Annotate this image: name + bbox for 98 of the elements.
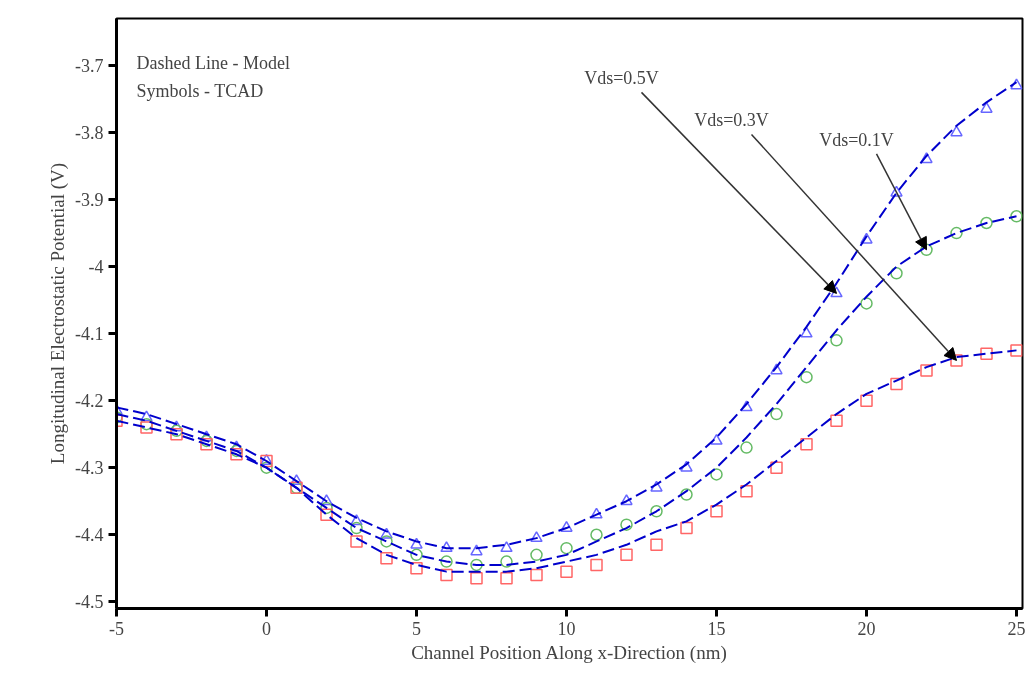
point	[620, 518, 633, 531]
point	[830, 286, 843, 298]
point	[530, 568, 543, 582]
point	[440, 541, 453, 553]
point	[350, 535, 363, 548]
point	[500, 572, 513, 585]
point	[980, 347, 993, 360]
point	[950, 354, 963, 367]
annotation: Symbols - TCAD	[136, 80, 264, 101]
point	[770, 461, 783, 474]
y-axis-title: Longitudinal Electrostatic Potential (V)	[47, 162, 70, 465]
point	[560, 565, 573, 578]
point	[560, 520, 573, 532]
point	[440, 568, 453, 582]
point	[410, 562, 423, 575]
point	[560, 541, 573, 555]
point	[320, 508, 333, 521]
point	[260, 461, 273, 474]
point	[890, 377, 903, 391]
point	[830, 334, 843, 347]
point	[530, 548, 543, 562]
point	[800, 437, 813, 451]
point	[320, 494, 333, 506]
y-tick-label: -4.4	[75, 525, 104, 546]
point	[710, 433, 723, 445]
point	[350, 521, 363, 535]
point	[470, 558, 483, 572]
point	[800, 326, 813, 338]
point	[410, 548, 423, 562]
point	[680, 488, 693, 501]
y-tick-label: -4.5	[75, 592, 104, 613]
y-tick-label: -4.3	[75, 458, 104, 479]
x-tick-label: 0	[262, 618, 271, 639]
point	[860, 297, 873, 310]
point	[710, 468, 723, 481]
point	[920, 152, 933, 164]
point	[770, 363, 783, 375]
point	[1010, 344, 1023, 357]
point	[650, 538, 663, 552]
point	[410, 537, 423, 549]
point	[740, 441, 753, 454]
point	[590, 507, 603, 519]
point	[920, 364, 933, 377]
point	[140, 410, 153, 422]
point	[830, 414, 843, 428]
point	[620, 548, 633, 562]
point	[1010, 210, 1023, 223]
point	[680, 521, 693, 535]
point	[950, 125, 963, 137]
y-tick-label: -3.9	[75, 190, 104, 211]
point	[980, 216, 993, 230]
point	[920, 243, 933, 257]
point	[650, 480, 663, 492]
point	[770, 407, 783, 421]
y-tick-label: -4	[88, 257, 104, 278]
y-tick-label: -3.8	[75, 122, 104, 143]
point	[500, 555, 513, 568]
x-tick-label: 20	[857, 618, 876, 639]
point	[590, 558, 603, 572]
point	[860, 394, 873, 407]
point	[380, 535, 393, 548]
point	[710, 505, 723, 518]
point	[620, 494, 633, 506]
point	[680, 460, 693, 472]
annotation: Vds=0.5V	[584, 68, 659, 89]
point	[590, 528, 603, 541]
annotation: Vds=0.1V	[819, 129, 894, 150]
point	[320, 501, 333, 515]
point	[1010, 78, 1023, 90]
x-tick-label: 15	[707, 618, 726, 639]
annotation: Dashed Line - Model	[136, 52, 290, 73]
point	[380, 527, 393, 539]
x-tick-label: -5	[109, 618, 124, 639]
point	[500, 541, 513, 553]
point	[290, 474, 303, 486]
point	[890, 185, 903, 197]
y-tick-label: -3.7	[75, 55, 104, 76]
point	[530, 531, 543, 543]
point	[740, 400, 753, 412]
point	[950, 226, 963, 240]
y-tick-label: -4.2	[75, 391, 104, 412]
point	[650, 505, 663, 518]
y-tick-label: -4.1	[75, 324, 104, 345]
point	[470, 572, 483, 585]
x-tick-label: 25	[1007, 618, 1026, 639]
annotation: Vds=0.3V	[694, 110, 769, 131]
point	[140, 421, 153, 434]
point	[470, 544, 483, 556]
point	[230, 448, 243, 461]
x-tick-label: 5	[412, 618, 421, 639]
x-tick-label: 10	[557, 618, 576, 639]
x-axis-title: Channel Position Along x-Direction (nm)	[411, 641, 727, 664]
point	[350, 514, 363, 526]
point	[440, 555, 453, 568]
point	[860, 232, 873, 244]
point	[740, 484, 753, 498]
point	[380, 551, 393, 565]
point	[800, 370, 813, 384]
